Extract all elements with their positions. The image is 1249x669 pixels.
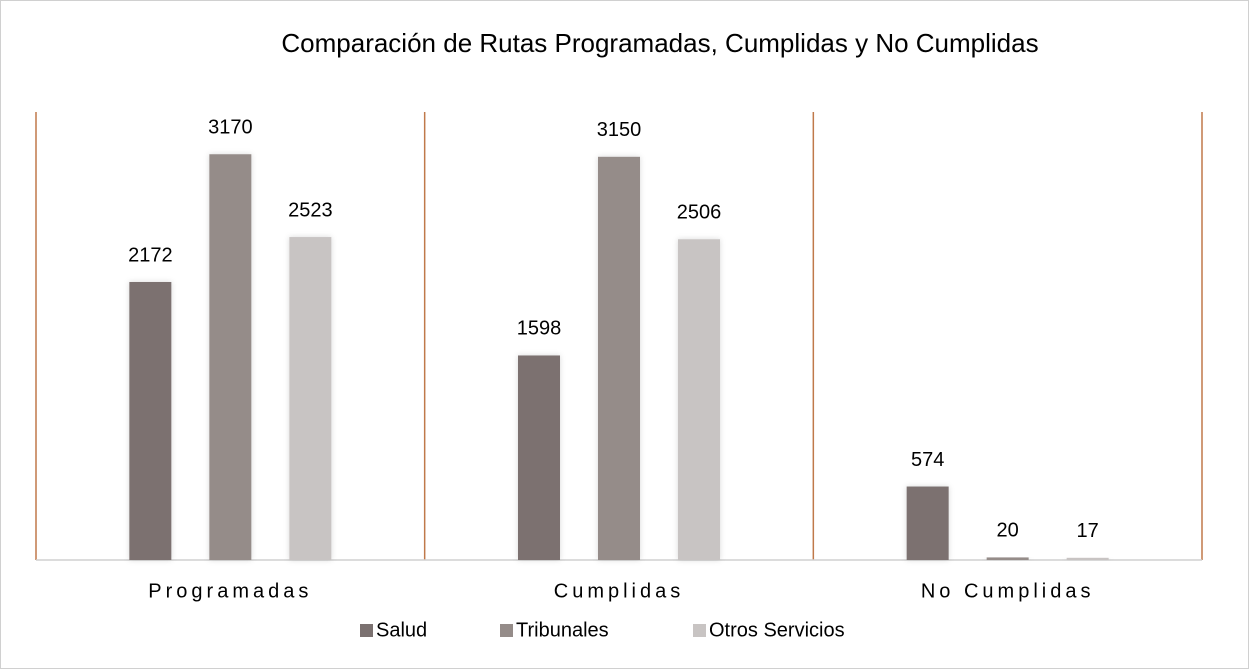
bar [678,239,720,560]
bar [129,281,172,560]
value-label: 1598 [517,318,562,340]
bar [518,355,560,560]
value-label: 2172 [128,244,173,266]
x-tick-label: Cumplidas [554,580,684,602]
bar [289,237,332,560]
chart-title: Comparación de Rutas Programadas, Cumpli… [281,28,1038,58]
value-label: 2506 [677,202,722,224]
legend-swatch [693,624,706,637]
x-tick-label: Programadas [148,580,312,602]
legend-swatch [360,624,373,637]
bar [986,557,1029,560]
legend-label: Otros Servicios [709,619,845,641]
x-tick-label: No Cumplidas [921,580,1095,602]
value-label: 3150 [597,119,642,141]
bar [1066,557,1109,560]
value-label: 574 [911,449,944,471]
value-label: 2523 [288,199,333,221]
bar [906,486,949,560]
bar [209,154,252,561]
value-label: 20 [997,520,1019,542]
bar [598,156,640,561]
legend-label: Salud [376,619,427,641]
legend-swatch [500,624,513,637]
value-label: 3170 [208,117,253,139]
legend-label: Tribunales [516,619,609,641]
value-label: 17 [1077,520,1099,542]
